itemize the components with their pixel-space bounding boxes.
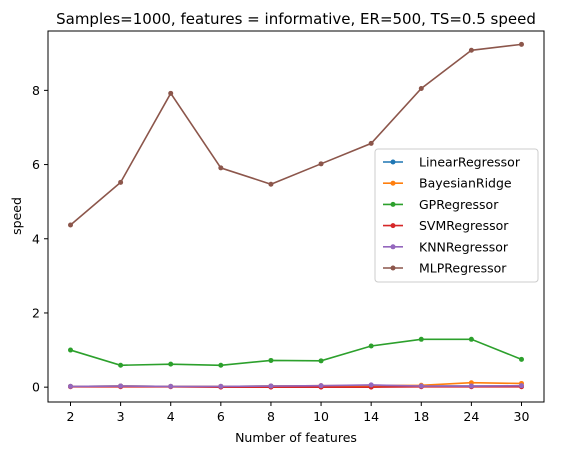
y-tick-label: 2 bbox=[32, 305, 40, 320]
x-tick-label: 10 bbox=[313, 409, 329, 424]
y-tick-label: 4 bbox=[32, 231, 40, 246]
series-GPRegressor bbox=[68, 336, 524, 368]
legend-box bbox=[374, 148, 539, 283]
x-axis-title: Number of features bbox=[235, 430, 357, 445]
legend-label: LinearRegressor bbox=[419, 155, 521, 170]
data-point bbox=[268, 357, 274, 363]
data-point bbox=[218, 383, 224, 389]
data-point bbox=[318, 383, 324, 389]
legend-entry: GPRegressor bbox=[383, 197, 499, 212]
series-MLPRegressor bbox=[68, 41, 524, 228]
data-point bbox=[519, 356, 524, 362]
data-point bbox=[468, 336, 474, 342]
data-point bbox=[418, 336, 424, 342]
x-tick-label: 3 bbox=[117, 409, 125, 424]
data-point bbox=[268, 383, 274, 389]
legend-label: GPRegressor bbox=[419, 197, 499, 212]
data-point bbox=[468, 383, 474, 389]
data-point bbox=[418, 86, 424, 92]
x-tick-label: 30 bbox=[514, 409, 530, 424]
data-point bbox=[168, 90, 174, 96]
data-point bbox=[468, 47, 474, 53]
legend-label: BayesianRidge bbox=[419, 176, 512, 191]
data-point bbox=[118, 383, 124, 389]
legend-marker bbox=[390, 244, 396, 250]
series-line bbox=[70, 338, 522, 367]
data-point bbox=[68, 222, 73, 228]
legend-marker bbox=[390, 265, 396, 271]
data-point bbox=[268, 181, 274, 187]
data-point bbox=[118, 362, 124, 368]
x-tick-label: 4 bbox=[167, 409, 175, 424]
legend-entry: MLPRegressor bbox=[383, 261, 507, 276]
legend-label: KNNRegressor bbox=[419, 239, 509, 254]
x-tick-label: 24 bbox=[463, 409, 479, 424]
legend-label: SVMRegressor bbox=[419, 218, 509, 233]
data-point bbox=[368, 140, 374, 146]
y-tick-label: 0 bbox=[32, 380, 40, 395]
legend-marker bbox=[390, 223, 396, 229]
legend-entry: SVMRegressor bbox=[383, 218, 509, 233]
x-tick-label: 18 bbox=[413, 409, 429, 424]
series-line bbox=[70, 384, 522, 388]
data-point bbox=[368, 382, 374, 388]
data-point bbox=[218, 165, 224, 171]
plot-area bbox=[68, 41, 524, 390]
x-tick-label: 6 bbox=[217, 409, 225, 424]
y-tick-label: 8 bbox=[32, 83, 40, 98]
legend-marker bbox=[390, 159, 396, 165]
data-point bbox=[68, 383, 73, 389]
x-axis: 2 3 4 6 8 10 14 18 24 30 bbox=[67, 402, 530, 424]
legend-marker bbox=[390, 201, 396, 207]
y-axis: 0 2 4 6 8 bbox=[32, 83, 48, 395]
data-point bbox=[168, 383, 174, 389]
legend-marker bbox=[390, 180, 396, 186]
legend: LinearRegressor BayesianRidge GPRegressor S… bbox=[374, 148, 539, 283]
legend-entry: KNNRegressor bbox=[383, 239, 509, 254]
data-point bbox=[68, 347, 73, 353]
legend-entry: LinearRegressor bbox=[383, 155, 521, 170]
data-point bbox=[168, 361, 174, 367]
series-KNNRegressor bbox=[68, 382, 524, 389]
data-point bbox=[519, 41, 524, 47]
legend-entry: BayesianRidge bbox=[383, 176, 512, 191]
data-point bbox=[118, 179, 124, 185]
data-point bbox=[418, 383, 424, 389]
data-point bbox=[368, 343, 374, 349]
series-line bbox=[69, 43, 522, 226]
y-axis-title: speed bbox=[9, 197, 24, 235]
chart-title: Samples=1000, features = informative, ER… bbox=[56, 10, 536, 28]
axes-frame bbox=[47, 30, 545, 403]
data-point bbox=[519, 383, 524, 389]
y-tick-label: 6 bbox=[32, 157, 40, 172]
data-point bbox=[318, 358, 324, 364]
legend-label: MLPRegressor bbox=[419, 261, 507, 276]
data-point bbox=[218, 362, 224, 368]
data-point bbox=[318, 161, 324, 167]
x-tick-label: 8 bbox=[267, 409, 275, 424]
x-tick-label: 2 bbox=[67, 409, 75, 424]
x-tick-label: 14 bbox=[363, 409, 379, 424]
